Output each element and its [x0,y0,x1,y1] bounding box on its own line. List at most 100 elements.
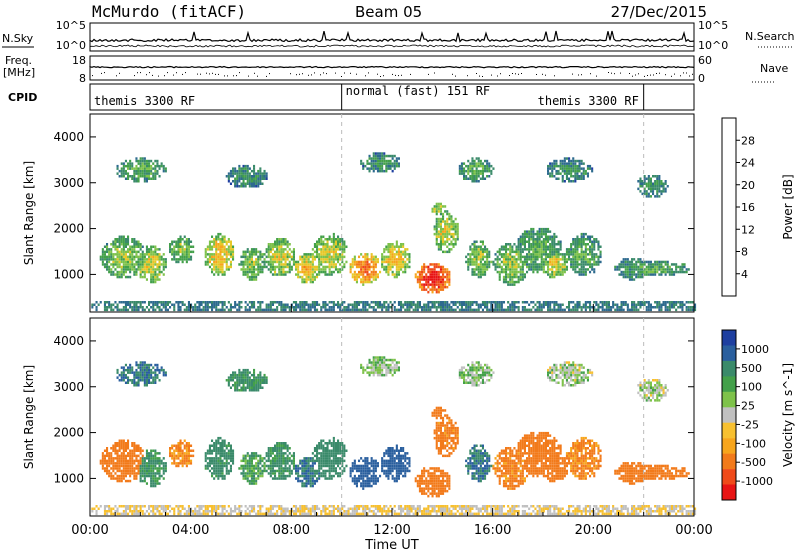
velocity-cell [158,464,161,468]
power-cell [528,230,531,233]
power-cell [444,285,447,289]
power-cell [400,245,403,248]
power-cell [469,175,472,178]
power-cell [553,253,556,256]
power-cell [395,245,398,248]
power-cell [406,253,409,256]
power-cell [148,301,151,304]
power-cell [439,248,442,251]
power-cell [624,273,627,276]
power-cell [673,303,676,306]
velocity-cell [148,454,151,458]
velocity-cell [162,507,165,510]
power-cell [311,268,314,271]
power-cell [118,255,121,259]
noise-right-top-tick: 10^5 [698,19,728,32]
power-cell [582,238,585,241]
power-cell [120,268,123,271]
power-cell [364,265,367,269]
velocity-cell [131,462,134,465]
power-cell [179,308,182,312]
power-cell [223,253,226,256]
velocity-cell [204,459,207,463]
power-cell [511,273,514,276]
power-cell [433,273,436,276]
velocity-cell [190,462,193,465]
velocity-cell [204,510,207,513]
power-cell [471,243,474,246]
power-cell [122,253,125,256]
velocity-cell [114,447,117,450]
power-cell [425,288,428,291]
power-cell [215,243,218,246]
power-cell [570,169,573,173]
power-cell [240,306,243,309]
power-cell [143,159,146,163]
power-cell [574,245,577,248]
power-cell [555,159,558,163]
power-cell [276,238,279,241]
power-cell [311,265,314,269]
power-cell [675,265,678,269]
power-cell [402,303,405,306]
power-cell [255,308,258,312]
velocity-cell [124,512,127,516]
power-cell [574,172,577,175]
power-cell [395,253,398,256]
power-cell [658,263,661,266]
power-cell [122,308,125,312]
power-cell [282,270,285,274]
power-cell [322,250,325,254]
power-cell [240,172,243,175]
power-cell [124,240,127,243]
power-cell [248,268,251,271]
power-cell [227,172,230,175]
power-cell [148,268,151,271]
power-cell [374,278,377,281]
velocity-cell [129,454,132,458]
power-cell [429,268,432,271]
power-cell [225,243,228,246]
power-cell [122,235,125,238]
power-cell [442,217,445,221]
power-cell [538,263,541,266]
power-cell [513,255,516,259]
power-cell [229,243,232,246]
power-cell [666,306,669,309]
power-cell [353,306,356,309]
velocity-cell [116,507,119,510]
power-cell [114,248,117,251]
power-cell [414,275,417,279]
power-cell [364,306,367,309]
power-cell [120,265,123,269]
power-cell [389,253,392,256]
velocity-cell [150,482,153,485]
power-cell [477,303,480,306]
power-cell [217,273,220,276]
power-cell [498,275,501,279]
power-cell [253,167,256,170]
velocity-cell [110,459,113,463]
power-cell [578,273,581,276]
power-cell [515,253,518,256]
power-cell [442,212,445,216]
power-cell [658,265,661,269]
power-cell [217,238,220,241]
power-cell [473,260,476,264]
power-cell [509,248,512,251]
power-cell [370,301,373,304]
nave-point [308,74,309,76]
power-cell [454,301,457,304]
power-cell [301,258,304,261]
power-cell [372,308,375,312]
power-cell [330,250,333,254]
power-cell [645,306,648,309]
power-cell [183,255,186,259]
power-cell [395,263,398,266]
power-cell [223,270,226,274]
power-cell [431,283,434,286]
velocity-cell [202,510,205,513]
power-cell [555,162,558,165]
power-cell [221,255,224,259]
